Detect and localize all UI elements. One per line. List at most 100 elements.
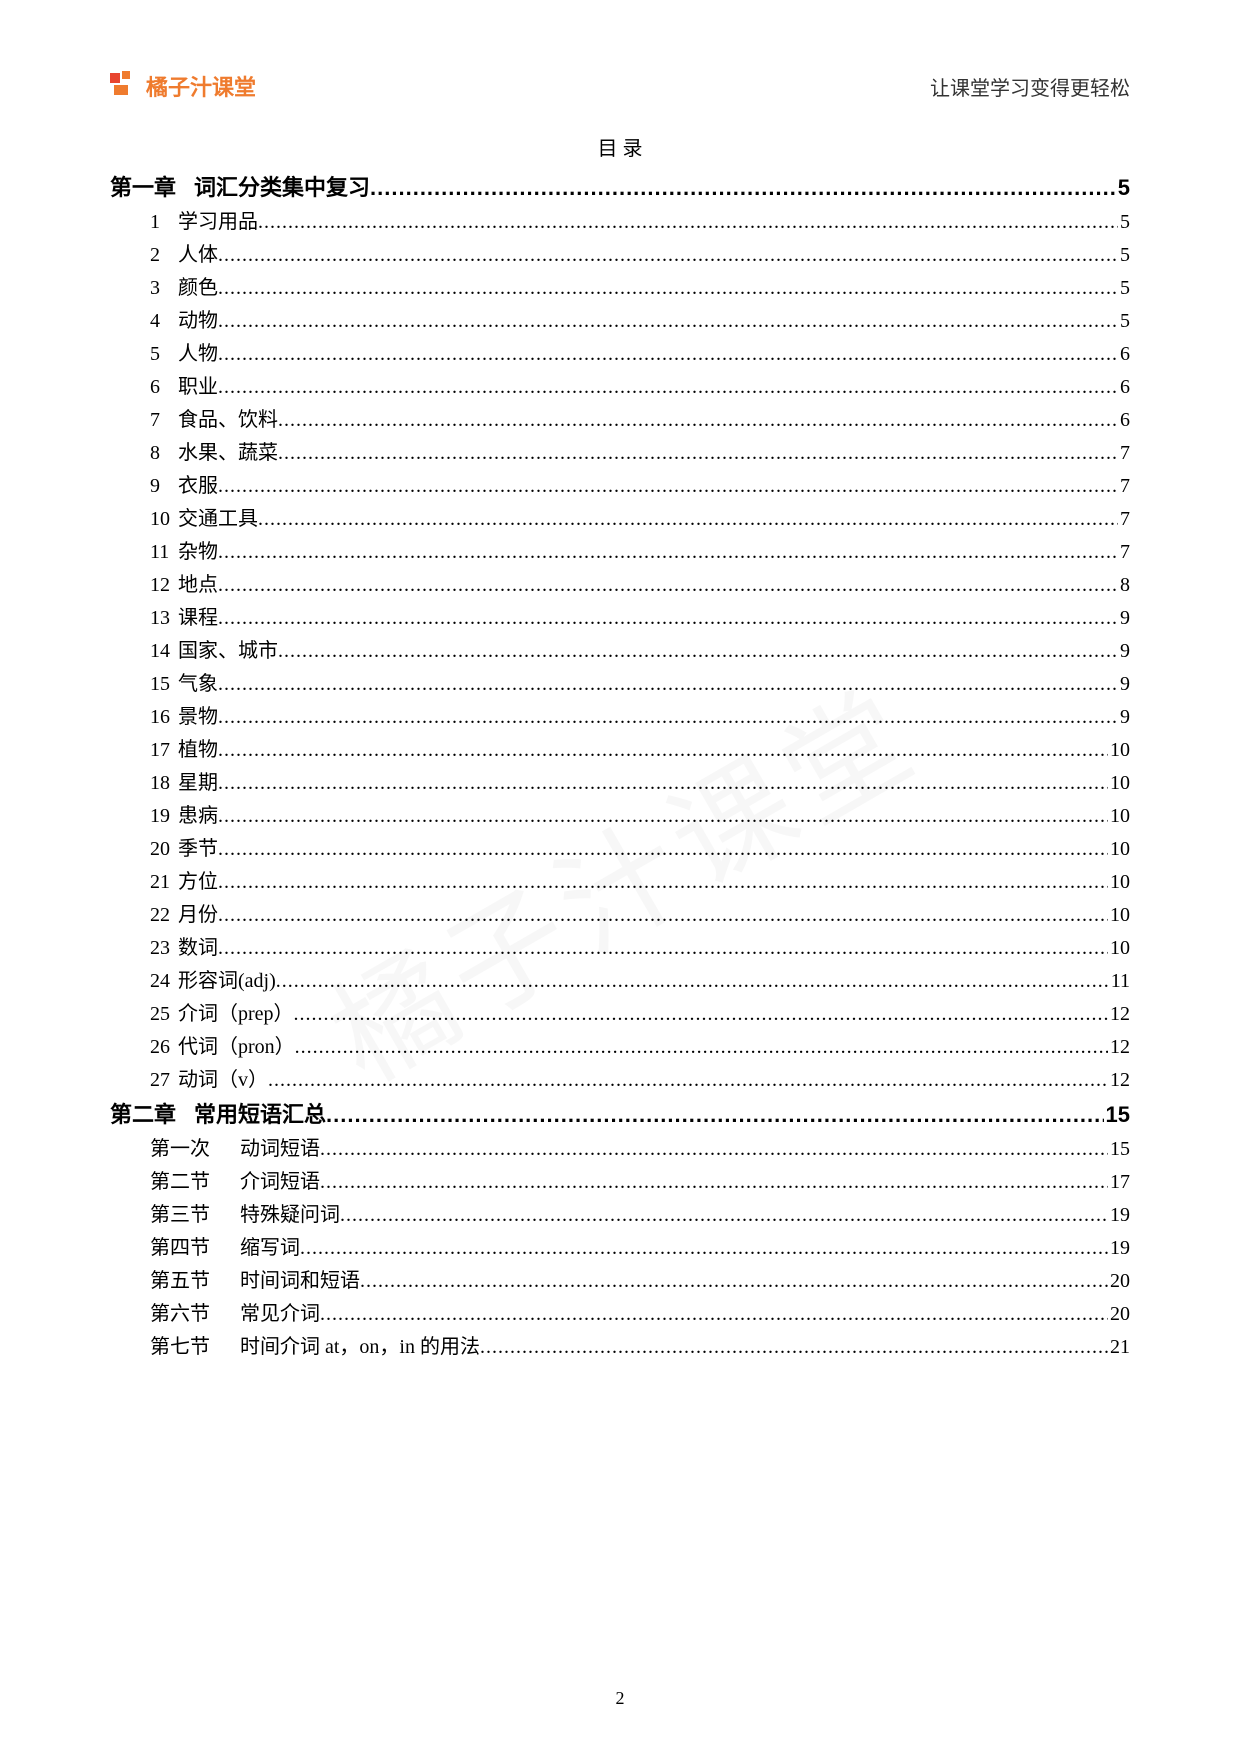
toc-item-page: 9: [1118, 636, 1130, 667]
toc-item-title: 人物: [178, 339, 218, 370]
toc-item-row: 25介词（prep） 12: [110, 999, 1130, 1030]
toc-item-title: 月份: [178, 900, 218, 931]
page-header: 橘子汁课堂 让课堂学习变得更轻松: [110, 70, 1130, 102]
toc-item-num: 12: [150, 570, 178, 601]
toc-section-title: 常见介词: [240, 1299, 320, 1330]
toc-section-row: 第一次动词短语15: [110, 1134, 1130, 1165]
toc-item-page: 5: [1118, 306, 1130, 337]
toc-dots: [218, 537, 1118, 568]
chapter-label: 第二章: [110, 1098, 176, 1132]
toc-item-row: 7食品、饮料 6: [110, 405, 1130, 436]
toc-item-row: 2人体5: [110, 240, 1130, 271]
toc-section-row: 第五节时间词和短语20: [110, 1266, 1130, 1297]
toc-dots: [326, 1098, 1103, 1132]
toc-section-row: 第六节常见介词 20: [110, 1299, 1130, 1330]
toc-section-title: 时间介词 at，on，in 的用法: [240, 1332, 480, 1363]
toc-dots: [320, 1299, 1108, 1330]
toc-item-num: 16: [150, 702, 178, 733]
toc-section-page: 20: [1108, 1299, 1130, 1330]
logo-text: 橘子汁课堂: [146, 70, 256, 102]
toc-dots: [480, 1332, 1108, 1363]
toc-dots: [370, 171, 1116, 205]
toc-item-num: 18: [150, 768, 178, 799]
toc-dots: [218, 768, 1108, 799]
toc-section-num: 第四节: [150, 1233, 240, 1264]
toc-item-row: 13课程9: [110, 603, 1130, 634]
toc-item-title: 食品、饮料: [178, 405, 278, 436]
toc-dots: [300, 1233, 1108, 1264]
toc-dots: [278, 636, 1118, 667]
toc-item-num: 22: [150, 900, 178, 931]
toc-dots: [295, 1032, 1108, 1063]
toc-dots: [218, 306, 1118, 337]
toc-item-num: 26: [150, 1032, 178, 1063]
toc-item-row: 21方位10: [110, 867, 1130, 898]
toc-section-num: 第一次: [150, 1134, 240, 1165]
toc-section-num: 第七节: [150, 1332, 240, 1363]
toc-title: 目 录: [110, 132, 1130, 161]
toc-item-page: 7: [1118, 438, 1130, 469]
toc-dots: [218, 372, 1118, 403]
toc-item-title: 代词（pron）: [178, 1032, 295, 1063]
toc-section-num: 第六节: [150, 1299, 240, 1330]
toc-dots: [258, 207, 1118, 238]
toc-section-title: 介词短语: [240, 1167, 320, 1198]
toc-item-title: 地点: [178, 570, 218, 601]
toc-section-page: 20: [1108, 1266, 1130, 1297]
toc-item-num: 2: [150, 240, 178, 271]
toc-item-page: 12: [1108, 1032, 1130, 1063]
toc-item-num: 7: [150, 405, 178, 436]
toc-item-title: 方位: [178, 867, 218, 898]
toc-item-page: 8: [1118, 570, 1130, 601]
toc-section-page: 21: [1108, 1332, 1130, 1363]
toc-item-title: 景物: [178, 702, 218, 733]
toc-item-num: 1: [150, 207, 178, 238]
toc-item-num: 27: [150, 1065, 178, 1096]
toc-item-num: 10: [150, 504, 178, 535]
toc-dots: [218, 735, 1108, 766]
toc-section-page: 15: [1108, 1134, 1130, 1165]
toc-section-title: 缩写词: [240, 1233, 300, 1264]
toc-item-title: 动物: [178, 306, 218, 337]
toc-item-page: 6: [1118, 339, 1130, 370]
toc-item-num: 6: [150, 372, 178, 403]
toc-dots: [218, 273, 1118, 304]
toc-item-row: 15气象9: [110, 669, 1130, 700]
toc-item-title: 数词: [178, 933, 218, 964]
toc-item-page: 12: [1108, 999, 1130, 1030]
toc-dots: [276, 966, 1109, 997]
toc-item-row: 24形容词(adj)11: [110, 966, 1130, 997]
toc-dots: [294, 999, 1108, 1030]
toc-dots: [320, 1167, 1108, 1198]
toc-item-row: 12地点 8: [110, 570, 1130, 601]
toc-item-num: 21: [150, 867, 178, 898]
toc-item-page: 6: [1118, 405, 1130, 436]
toc-item-row: 17植物10: [110, 735, 1130, 766]
toc-item-row: 22月份10: [110, 900, 1130, 931]
chapter-title: 常用短语汇总: [194, 1098, 326, 1132]
toc-item-num: 20: [150, 834, 178, 865]
toc-item-title: 形容词(adj): [178, 966, 276, 997]
toc-item-num: 11: [150, 537, 178, 568]
toc-item-page: 10: [1108, 933, 1130, 964]
toc-item-num: 25: [150, 999, 178, 1030]
toc-section-num: 第三节: [150, 1200, 240, 1231]
toc-item-num: 15: [150, 669, 178, 700]
toc-dots: [258, 504, 1118, 535]
tagline: 让课堂学习变得更轻松: [930, 72, 1130, 101]
toc-item-num: 5: [150, 339, 178, 370]
toc-dots: [218, 933, 1108, 964]
toc-dots: [218, 801, 1108, 832]
toc-section-row: 第二节介词短语17: [110, 1167, 1130, 1198]
toc-item-row: 1学习用品5: [110, 207, 1130, 238]
chapter-title: 词汇分类集中复习: [194, 171, 370, 205]
toc-item-page: 12: [1108, 1065, 1130, 1096]
toc-item-row: 6职业6: [110, 372, 1130, 403]
toc-section-title: 特殊疑问词: [240, 1200, 340, 1231]
toc-item-title: 患病: [178, 801, 218, 832]
toc-item-row: 26代词（pron） 12: [110, 1032, 1130, 1063]
toc-item-row: 9衣服7: [110, 471, 1130, 502]
toc-item-title: 介词（prep）: [178, 999, 294, 1030]
toc-dots: [218, 471, 1118, 502]
table-of-contents: 第一章 词汇分类集中复习 5 1学习用品5 2人体5 3颜色5 4动物5 5人物…: [110, 171, 1130, 1363]
